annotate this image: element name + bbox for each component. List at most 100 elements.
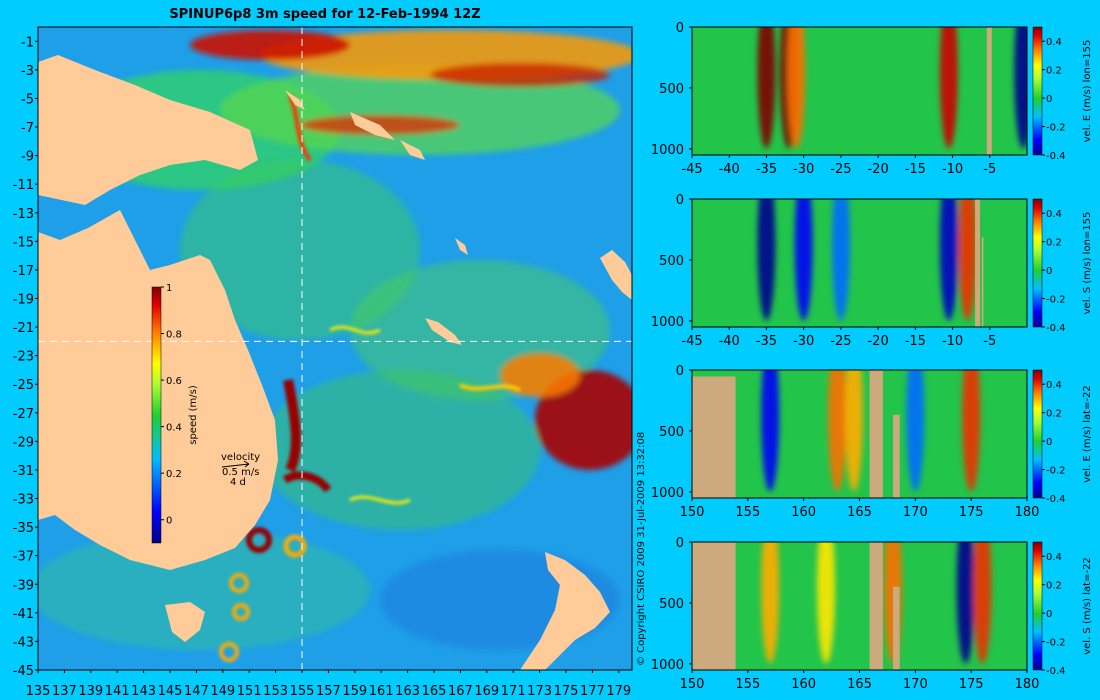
section-x-tick-label: -25 xyxy=(830,162,851,177)
map-x-tick-label: 143 xyxy=(131,684,156,699)
copyright-notice: © Copyright CSIRO 2009 31-Jul-2009 13:32… xyxy=(636,432,647,666)
section-x-tick-label: 175 xyxy=(959,505,984,520)
map-y-tick-label: -7 xyxy=(21,121,34,136)
section-y-tick-label: 500 xyxy=(659,82,684,97)
map-x-tick-label: 175 xyxy=(554,684,579,699)
map-x-axis-ticks: 135 137 139 141 143 145 147 149 151 153 155 157 159 1… xyxy=(26,670,631,699)
map-x-tick-label: 159 xyxy=(342,684,367,699)
section-y-tick-label: 500 xyxy=(659,597,684,612)
section-feature xyxy=(906,370,925,492)
map-x-tick-label: 139 xyxy=(78,684,103,699)
speed-colorbar-label: speed (m/s) xyxy=(188,385,199,445)
section-feature xyxy=(939,199,958,321)
section-x-tick-label: 160 xyxy=(791,505,816,520)
section-colorbar-tick-label: -0.2 xyxy=(1046,466,1066,477)
topography xyxy=(981,237,984,327)
topography xyxy=(869,542,883,670)
section-x-tick-label: -10 xyxy=(942,162,963,177)
velocity-key-arrow xyxy=(221,463,250,468)
map-x-tick-label: 171 xyxy=(501,684,526,699)
velocity-key-arrowhead xyxy=(243,460,250,468)
speed-colorbar-tick-label: 1 xyxy=(166,283,172,294)
section-feature xyxy=(958,199,977,321)
section-colorbar-tick-label: 0 xyxy=(1046,94,1052,105)
map-x-tick-label: 165 xyxy=(422,684,447,699)
section-y-tick-label: 1000 xyxy=(651,486,684,501)
section-feature xyxy=(844,370,863,492)
section-x-tick-label: -30 xyxy=(793,162,814,177)
section-field xyxy=(692,27,1027,155)
map-x-tick-label: 141 xyxy=(105,684,130,699)
section-feature xyxy=(761,542,780,664)
map-y-tick-label: -29 xyxy=(13,435,34,450)
section-x-tick-label: 175 xyxy=(959,677,984,692)
section-colorbar xyxy=(1032,369,1043,499)
section-x-tick-label: 160 xyxy=(791,677,816,692)
section-x-tick-label: -10 xyxy=(942,334,963,349)
section-feature xyxy=(1014,27,1027,149)
section-x-tick-label: 150 xyxy=(680,505,705,520)
section-colorbar-tick-label: -0.4 xyxy=(1046,323,1066,334)
section-y-tick-label: 500 xyxy=(659,254,684,269)
section-feature xyxy=(973,542,992,664)
map-y-tick-label: -15 xyxy=(13,235,34,250)
section-y-tick-label: 1000 xyxy=(651,315,684,330)
section-y-tick-label: 0 xyxy=(676,536,684,551)
section-y-tick-label: 1000 xyxy=(651,143,684,158)
section-panel-3: 0 500 1000 150 155 160 165 170 175 180 0.4 0.2 0 -0.2… xyxy=(651,364,1093,520)
section-x-tick-label: 170 xyxy=(903,505,928,520)
map-y-tick-label: -39 xyxy=(13,578,34,593)
section-colorbar-label: vel. S (m/s) lat=-22 xyxy=(1082,557,1093,655)
map-title: SPINUP6p8 3m speed for 12-Feb-1994 12Z xyxy=(169,7,480,22)
map-x-tick-label: 157 xyxy=(316,684,341,699)
section-colorbar-label: vel. E (m/s) lat=-22 xyxy=(1082,385,1093,483)
map-y-tick-label: -25 xyxy=(13,378,34,393)
section-x-tick-label: -45 xyxy=(681,162,702,177)
map-x-tick-label: 161 xyxy=(369,684,394,699)
section-x-tick-label: -40 xyxy=(719,162,740,177)
section-feature xyxy=(831,199,850,321)
section-feature xyxy=(828,370,847,492)
topography xyxy=(986,27,992,155)
map-y-tick-label: -35 xyxy=(13,521,34,536)
section-x-tick-label: -40 xyxy=(719,334,740,349)
map-y-tick-label: -27 xyxy=(13,407,34,422)
map-x-tick-label: 169 xyxy=(474,684,499,699)
speed-colorbar-tick-label: 0.4 xyxy=(166,423,182,434)
section-colorbar-label: vel. E (m/s) lon=155 xyxy=(1082,40,1093,143)
section-y-tick-label: 0 xyxy=(676,193,684,208)
section-feature xyxy=(956,542,975,664)
section-colorbar-tick-label: 0.4 xyxy=(1046,380,1062,391)
section-colorbar-tick-label: 0 xyxy=(1046,437,1052,448)
section-y-tick-label: 0 xyxy=(676,364,684,379)
topography xyxy=(692,542,736,670)
speed-colorbar-tick-label: 0.2 xyxy=(166,469,182,480)
topography xyxy=(893,586,900,670)
section-x-tick-label: -5 xyxy=(983,162,996,177)
section-colorbar-label: vel. S (m/s) lon=155 xyxy=(1082,212,1093,315)
map-x-tick-label: 137 xyxy=(52,684,77,699)
map-x-tick-label: 155 xyxy=(290,684,315,699)
section-x-tick-label: 165 xyxy=(847,677,872,692)
map-y-axis-ticks: -1 -3 -5 -7 -9 -11 -13 -15 -17 -19 -21 -23 -25 -27 -29… xyxy=(13,35,38,679)
section-x-tick-label: 180 xyxy=(1015,505,1040,520)
section-feature xyxy=(761,370,780,492)
section-x-tick-label: 180 xyxy=(1015,677,1040,692)
map-x-tick-label: 151 xyxy=(237,684,262,699)
section-panel-1: 0 500 1000 -45 -40 -35 -30 -25 -20 -15 -10 -5 0.4 0.2… xyxy=(651,21,1093,177)
section-field xyxy=(692,199,1027,327)
section-feature xyxy=(757,27,776,149)
speed-colorbar: 1 0.8 0.6 0.4 0.2 0 speed (m/s) xyxy=(151,283,199,544)
section-x-tick-label: -15 xyxy=(905,334,926,349)
map-x-tick-label: 149 xyxy=(210,684,235,699)
topography xyxy=(893,414,900,498)
map-x-tick-label: 135 xyxy=(26,684,51,699)
map-x-tick-label: 167 xyxy=(448,684,473,699)
section-y-tick-label: 0 xyxy=(676,21,684,36)
map-x-tick-label: 163 xyxy=(395,684,420,699)
map-y-tick-label: -45 xyxy=(13,664,34,679)
topography xyxy=(692,376,736,498)
velocity-key: velocity 0.5 m/s 4 d xyxy=(221,452,260,488)
section-colorbar-tick-label: -0.4 xyxy=(1046,494,1066,505)
section-field xyxy=(692,370,1027,498)
